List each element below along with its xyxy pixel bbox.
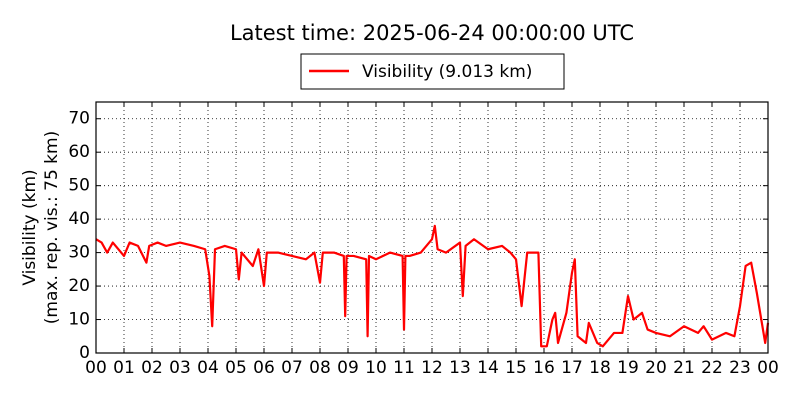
x-tick-label: 07 xyxy=(281,358,303,378)
y-tick-label: 30 xyxy=(68,243,90,263)
y-tick-label: 20 xyxy=(68,276,90,296)
x-tick-label: 00 xyxy=(85,358,107,378)
y-tick-label: 40 xyxy=(68,209,90,229)
y-axis-label: Visibility (km) xyxy=(20,169,40,285)
y-axis-label: (max. rep. vis.: 75 km) xyxy=(42,131,62,324)
x-tick-label: 12 xyxy=(421,358,443,378)
x-tick-label: 10 xyxy=(365,358,387,378)
x-tick-label: 17 xyxy=(561,358,583,378)
y-tick-label: 70 xyxy=(68,109,90,129)
x-tick-label: 03 xyxy=(169,358,191,378)
x-tick-label: 05 xyxy=(225,358,247,378)
x-tick-label: 15 xyxy=(505,358,527,378)
y-tick-label: 10 xyxy=(68,310,90,330)
x-tick-label: 13 xyxy=(449,358,471,378)
x-tick-label: 04 xyxy=(197,358,219,378)
x-tick-label: 09 xyxy=(337,358,359,378)
y-tick-label: 0 xyxy=(79,343,90,363)
x-tick-label: 20 xyxy=(645,358,667,378)
data-line xyxy=(95,224,770,348)
plot-frame xyxy=(95,101,769,354)
x-tick-label: 02 xyxy=(141,358,163,378)
legend-label: Visibility (9.013 km) xyxy=(362,62,532,82)
x-tick-label: 00 xyxy=(757,358,779,378)
y-tick-label: 50 xyxy=(68,176,90,196)
x-tick-label: 16 xyxy=(533,358,555,378)
x-tick-label: 06 xyxy=(253,358,275,378)
x-tick-label: 01 xyxy=(113,358,135,378)
x-tick-label: 11 xyxy=(393,358,415,378)
legend-box xyxy=(300,53,565,90)
x-tick-label: 08 xyxy=(309,358,331,378)
x-tick-label: 19 xyxy=(617,358,639,378)
x-tick-label: 14 xyxy=(477,358,499,378)
x-tick-label: 18 xyxy=(589,358,611,378)
x-tick-label: 23 xyxy=(729,358,751,378)
x-tick-label: 21 xyxy=(673,358,695,378)
chart-title: Latest time: 2025-06-24 00:00:00 UTC xyxy=(230,21,634,45)
y-tick-label: 60 xyxy=(68,142,90,162)
x-tick-label: 22 xyxy=(701,358,723,378)
